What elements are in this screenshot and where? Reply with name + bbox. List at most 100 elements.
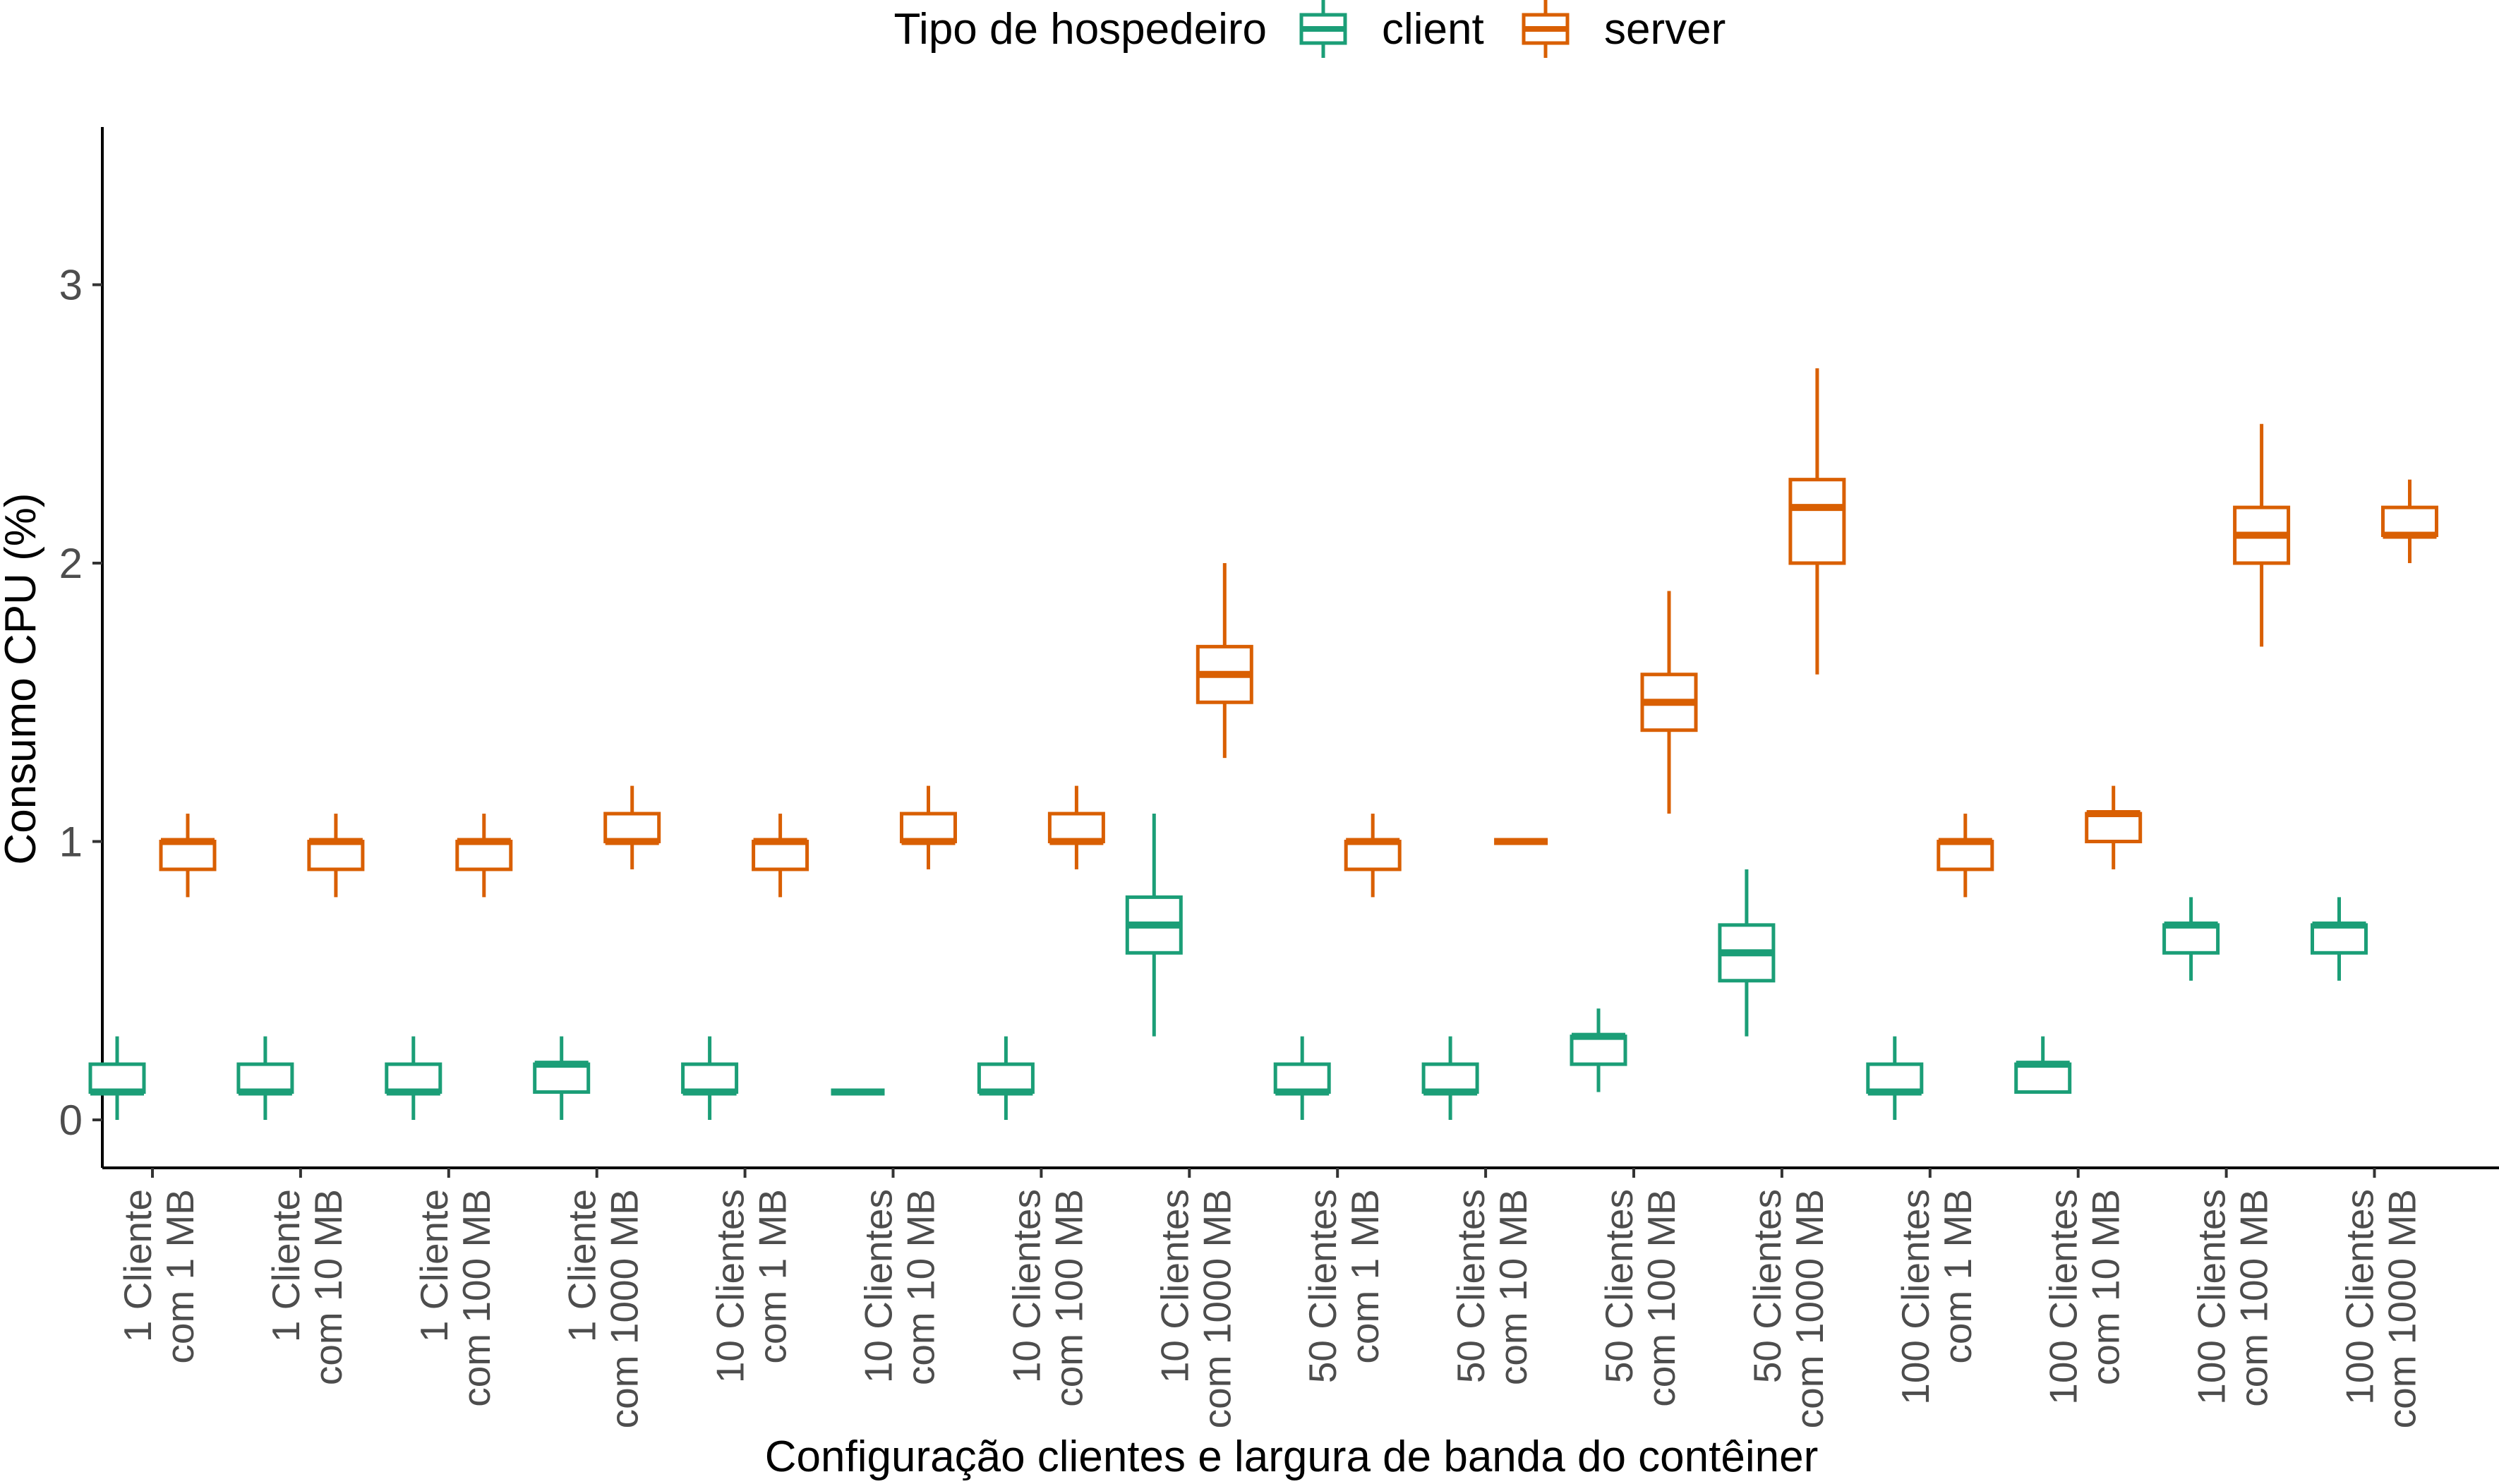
box-iqr — [1273, 1062, 1331, 1094]
y-axis-title: Consumo CPU (%) — [0, 493, 45, 864]
box-client — [2162, 897, 2220, 981]
x-tick-label-line: 100 Clientes — [2338, 1189, 2382, 1405]
x-tick-label-text: 1 Clientecom 100 MB — [412, 1189, 498, 1407]
box-client — [1273, 1036, 1331, 1120]
x-tick-label-text: 50 Clientescom 100 MB — [1597, 1189, 1683, 1407]
box-server — [1344, 814, 1402, 898]
y-tick-label: 1 — [59, 819, 83, 866]
x-tick-label-text: 1 Clientecom 1000 MB — [560, 1189, 646, 1428]
y-tick-label: 2 — [59, 540, 83, 587]
box-client — [1570, 1008, 1627, 1092]
x-tick-label-line: com 1000 MB — [603, 1189, 646, 1428]
box-iqr — [1866, 1062, 1924, 1094]
legend-key-server — [1522, 0, 1570, 58]
x-tick-label: 100 Clientescom 100 MB — [2190, 1189, 2276, 1407]
x-tick-label: 100 Clientescom 1 MB — [1893, 1189, 1980, 1405]
x-tick-label-line: 1 Cliente — [264, 1189, 308, 1342]
x-tick-label-text: 10 Clientescom 1000 MB — [1152, 1189, 1239, 1428]
x-tick-label-line: com 100 MB — [454, 1189, 498, 1407]
box-server — [159, 814, 217, 898]
x-tick-label-text: 100 Clientescom 10 MB — [2042, 1189, 2128, 1405]
box-client — [533, 1036, 591, 1120]
x-tick-label-line: com 1 MB — [1936, 1189, 1980, 1364]
legend: Tipo de hospedeiro client server — [893, 0, 1726, 58]
x-tick-label: 50 Clientescom 100 MB — [1597, 1189, 1683, 1407]
box-client — [681, 1036, 739, 1120]
box-server — [307, 814, 365, 898]
box-iqr — [159, 840, 217, 871]
box-iqr — [1788, 478, 1846, 565]
x-tick-label-line: com 1 MB — [1343, 1189, 1387, 1364]
box-iqr — [1570, 1034, 1627, 1066]
x-tick-label-line: com 100 MB — [1639, 1189, 1683, 1407]
x-tick-label-text: 50 Clientescom 1000 MB — [1745, 1189, 1831, 1428]
y-tick-label: 0 — [59, 1097, 83, 1144]
x-tick-label: 10 Clientescom 1000 MB — [1152, 1189, 1239, 1428]
x-tick-label-line: 10 Clientes — [1152, 1189, 1196, 1383]
x-tick-label-line: com 100 MB — [1047, 1189, 1090, 1407]
series-client — [88, 814, 2368, 1120]
x-tick-label: 10 Clientescom 10 MB — [857, 1189, 943, 1385]
box-iqr — [236, 1062, 294, 1094]
x-tick-label-line: com 10 MB — [2084, 1189, 2128, 1385]
box-server — [455, 814, 513, 898]
box-iqr — [533, 1062, 591, 1094]
x-tick-label-line: 100 Clientes — [2042, 1189, 2085, 1405]
box-iqr — [2381, 505, 2438, 538]
x-axis-title: Configuração clientes e largura de banda… — [765, 1432, 1818, 1481]
box-iqr — [385, 1062, 442, 1094]
box-iqr — [2311, 923, 2368, 955]
box-server — [900, 785, 957, 869]
box-client — [2014, 1036, 2072, 1094]
x-tick-label-text: 100 Clientescom 1 MB — [1893, 1189, 1980, 1405]
box-iqr — [307, 840, 365, 871]
box-iqr — [2162, 923, 2220, 955]
x-tick-label-line: 50 Clientes — [1597, 1189, 1641, 1383]
x-tick-label-line: 10 Clientes — [1004, 1189, 1048, 1383]
box-iqr — [1937, 840, 1994, 871]
legend-key-client — [1299, 0, 1347, 58]
x-tick-label-line: com 100 MB — [2232, 1189, 2276, 1407]
box-iqr — [603, 812, 661, 844]
x-tick-label-line: com 10 MB — [1491, 1189, 1535, 1385]
box-iqr — [2014, 1062, 2072, 1094]
x-tick-label-text: 10 Clientescom 100 MB — [1004, 1189, 1090, 1407]
box-server — [1047, 785, 1105, 869]
x-tick-label: 100 Clientescom 1000 MB — [2338, 1189, 2424, 1428]
x-tick-label-line: 100 Clientes — [2190, 1189, 2234, 1405]
x-tick-label-line: com 1 MB — [751, 1189, 795, 1364]
box-server — [1640, 591, 1698, 814]
box-server — [752, 814, 809, 898]
box-iqr — [1047, 812, 1105, 844]
box-server — [2085, 785, 2143, 869]
x-tick-label: 50 Clientescom 1000 MB — [1745, 1189, 1831, 1428]
x-tick-label: 50 Clientescom 1 MB — [1301, 1189, 1387, 1383]
x-tick-label-line: com 1000 MB — [1788, 1189, 1831, 1428]
x-tick-label-text: 50 Clientescom 10 MB — [1449, 1189, 1535, 1385]
x-tick-label-text: 10 Clientescom 10 MB — [857, 1189, 943, 1385]
x-tick-label-line: 100 Clientes — [1893, 1189, 1937, 1405]
x-tick-label-line: 1 Cliente — [560, 1189, 604, 1342]
x-tick-label-line: com 1000 MB — [2380, 1189, 2424, 1428]
box-iqr — [1344, 840, 1402, 871]
x-tick-label-line: com 10 MB — [306, 1189, 350, 1385]
box-iqr — [681, 1062, 739, 1094]
x-tick-label: 10 Clientescom 100 MB — [1004, 1189, 1090, 1407]
box-iqr — [752, 840, 809, 871]
box-client — [236, 1036, 294, 1120]
x-tick-label-line: com 10 MB — [899, 1189, 943, 1385]
box-iqr — [900, 812, 957, 844]
box-client — [1866, 1036, 1924, 1120]
box-client — [1718, 869, 1776, 1037]
x-tick-label-line: com 1 MB — [158, 1189, 202, 1364]
x-tick-label-line: 50 Clientes — [1745, 1189, 1789, 1383]
x-tick-label-line: 10 Clientes — [857, 1189, 901, 1383]
box-iqr — [1421, 1062, 1479, 1094]
x-tick-label-text: 100 Clientescom 1000 MB — [2338, 1189, 2424, 1428]
x-tick-label: 100 Clientescom 10 MB — [2042, 1189, 2128, 1405]
series-server — [159, 368, 2438, 898]
legend-label-server: server — [1604, 5, 1726, 54]
x-tick-label-line: 1 Cliente — [116, 1189, 159, 1342]
x-tick-label-line: 1 Cliente — [412, 1189, 456, 1342]
